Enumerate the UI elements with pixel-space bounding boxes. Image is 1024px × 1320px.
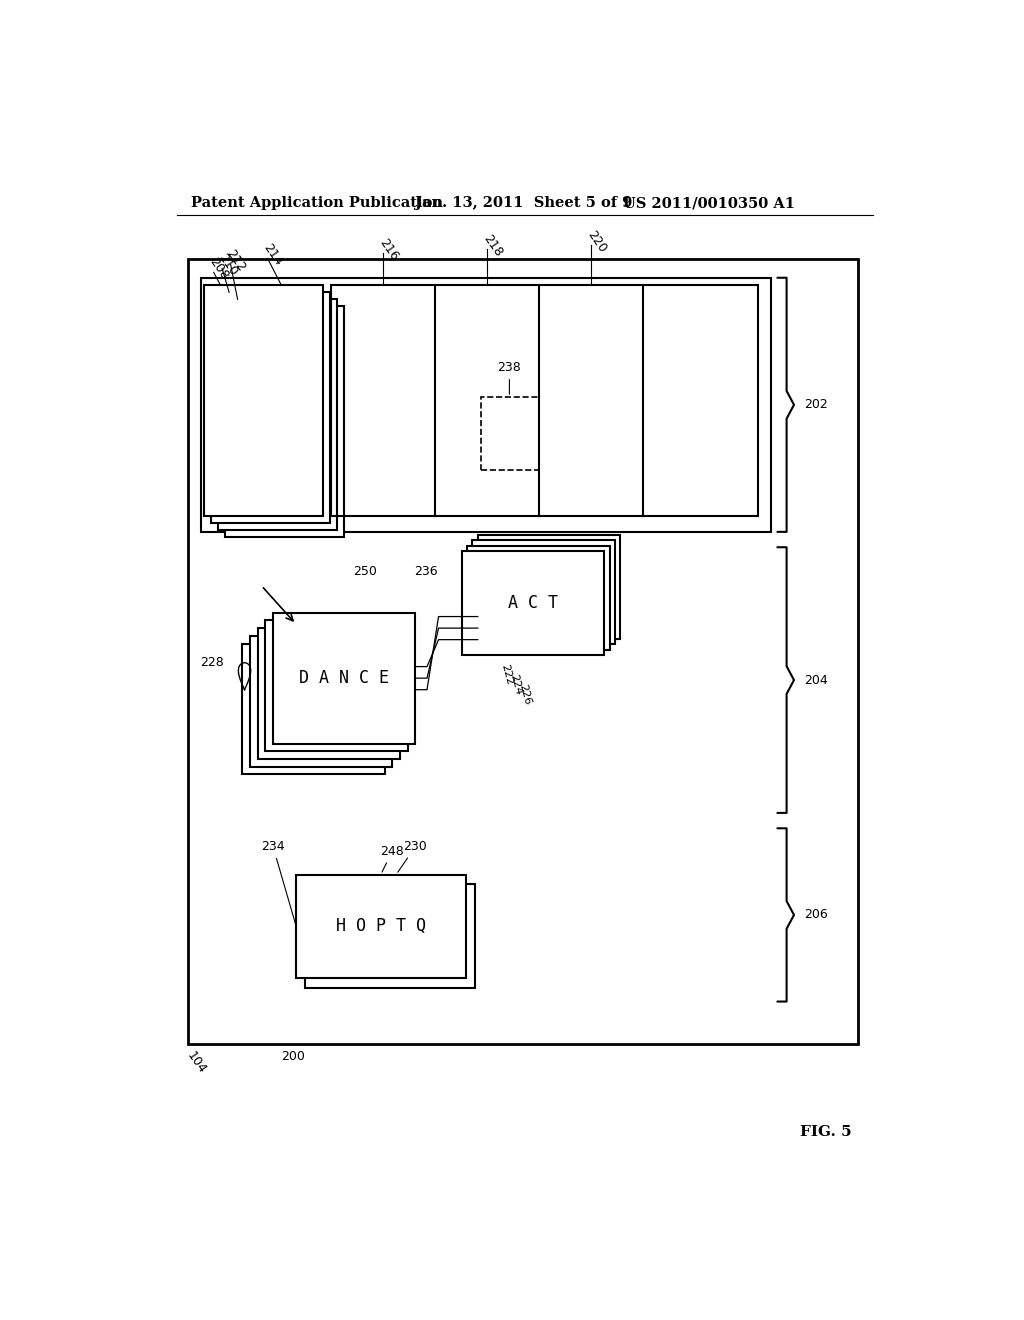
Bar (273, 612, 416, 743)
Text: FIG. 5: FIG. 5 (801, 1126, 852, 1139)
Text: D A N C E: D A N C E (299, 669, 389, 688)
Bar (296, 875, 466, 978)
Bar (258, 628, 400, 759)
Bar (462, 552, 604, 655)
Text: 214: 214 (261, 242, 285, 268)
Text: 226: 226 (517, 682, 532, 706)
Text: 228: 228 (201, 656, 224, 669)
Text: 234: 234 (261, 840, 295, 924)
Bar (224, 306, 344, 537)
Text: A C T: A C T (508, 594, 557, 611)
Bar (217, 300, 337, 531)
Bar (204, 285, 323, 516)
Text: 222: 222 (499, 663, 514, 686)
Bar (472, 540, 614, 644)
Text: 224: 224 (508, 673, 523, 696)
Text: 204: 204 (804, 673, 828, 686)
Text: 212: 212 (224, 248, 248, 275)
Text: 230: 230 (397, 840, 427, 873)
Text: 248: 248 (381, 845, 404, 873)
Bar (331, 285, 758, 516)
Text: US 2011/0010350 A1: US 2011/0010350 A1 (624, 197, 796, 210)
Text: Patent Application Publication: Patent Application Publication (190, 197, 442, 210)
Bar (481, 397, 539, 470)
Text: Jan. 13, 2011  Sheet 5 of 9: Jan. 13, 2011 Sheet 5 of 9 (416, 197, 633, 210)
Bar (478, 535, 621, 639)
Bar (243, 644, 385, 775)
Text: 104: 104 (184, 1049, 209, 1077)
Text: 216: 216 (377, 236, 400, 263)
Text: 200: 200 (281, 1051, 304, 1064)
Bar (265, 620, 408, 751)
Text: 218: 218 (480, 232, 505, 259)
Text: 206: 206 (804, 908, 828, 921)
Text: H O P T Q: H O P T Q (336, 917, 426, 935)
Bar (202, 277, 771, 532)
Bar (250, 636, 392, 767)
Text: 208: 208 (207, 255, 231, 282)
Text: 202: 202 (804, 399, 828, 412)
Text: 210: 210 (215, 251, 240, 279)
Text: 220: 220 (585, 228, 608, 255)
Bar (305, 884, 475, 987)
Bar (211, 293, 330, 524)
Bar (467, 545, 609, 649)
Text: 238: 238 (498, 360, 521, 395)
Text: 250: 250 (353, 565, 378, 578)
Bar (188, 259, 858, 1044)
Text: 236: 236 (414, 565, 437, 578)
